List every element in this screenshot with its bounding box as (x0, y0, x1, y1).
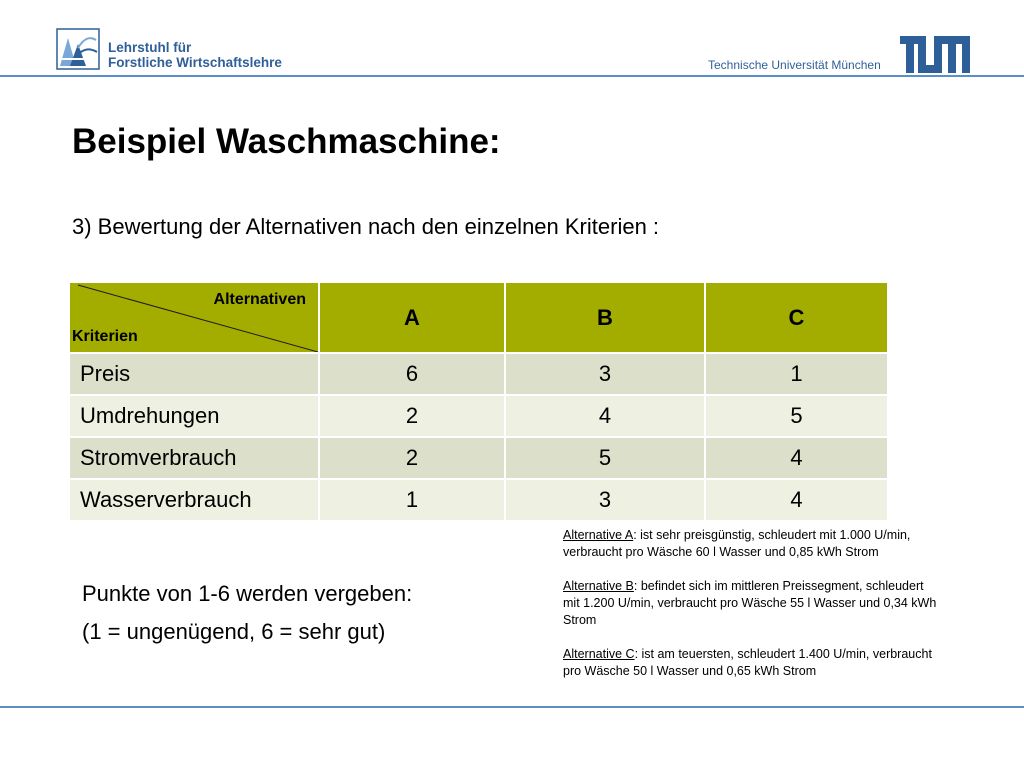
university-name: Technische Universität München (708, 58, 881, 72)
row-label: Stromverbrauch (70, 438, 318, 478)
corner-label-criteria: Kriterien (72, 328, 138, 345)
footer-rule (0, 706, 1024, 708)
note-alternative-b: Alternative B: befindet sich im mittlere… (563, 578, 943, 629)
table-row: Preis 6 3 1 (70, 354, 887, 394)
cell-value: 5 (706, 396, 887, 436)
cell-value: 1 (320, 480, 504, 520)
table-corner-cell: Alternativen Kriterien (70, 283, 318, 352)
header-rule (0, 75, 1024, 77)
corner-label-alternatives: Alternativen (213, 291, 306, 308)
cell-value: 2 (320, 438, 504, 478)
cell-value: 4 (706, 480, 887, 520)
slide-subtitle: 3) Bewertung der Alternativen nach den e… (72, 214, 660, 239)
note-label: Alternative B (563, 579, 634, 593)
cell-value: 3 (506, 354, 704, 394)
chair-logo (56, 28, 100, 70)
tum-logo (900, 36, 970, 73)
chair-name-line1: Lehrstuhl für (108, 40, 192, 55)
cell-value: 4 (706, 438, 887, 478)
table-header-row: Alternativen Kriterien A B C (70, 283, 887, 352)
row-label: Wasserverbrauch (70, 480, 318, 520)
note-text: : befindet sich im mittleren Preissegmen… (563, 579, 937, 627)
chair-name: Lehrstuhl für Forstliche Wirtschaftslehr… (108, 40, 282, 70)
cell-value: 2 (320, 396, 504, 436)
cell-value: 5 (506, 438, 704, 478)
cell-value: 4 (506, 396, 704, 436)
evaluation-table: Alternativen Kriterien A B C Preis 6 3 1… (68, 281, 889, 522)
row-label: Preis (70, 354, 318, 394)
column-header-b: B (506, 283, 704, 352)
slide-title: Beispiel Waschmaschine: (72, 122, 501, 161)
note-alternative-c: Alternative C: ist am teuersten, schleud… (563, 646, 943, 680)
note-alternative-a: Alternative A: ist sehr preisgünstig, sc… (563, 527, 943, 561)
note-label: Alternative A (563, 528, 634, 542)
note-text: : ist sehr preisgünstig, schleudert mit … (563, 528, 911, 559)
points-line-2: (1 = ungenügend, 6 = sehr gut) (82, 619, 386, 644)
corner-diagonal-line (77, 284, 318, 352)
note-text: : ist am teuersten, schleudert 1.400 U/m… (563, 647, 932, 678)
alternative-notes: Alternative A: ist sehr preisgünstig, sc… (563, 527, 943, 697)
cell-value: 3 (506, 480, 704, 520)
points-line-1: Punkte von 1-6 werden vergeben: (82, 581, 413, 606)
note-label: Alternative C (563, 647, 635, 661)
cell-value: 1 (706, 354, 887, 394)
column-header-c: C (706, 283, 887, 352)
column-header-a: A (320, 283, 504, 352)
cell-value: 6 (320, 354, 504, 394)
table-row: Wasserverbrauch 1 3 4 (70, 480, 887, 520)
table-row: Stromverbrauch 2 5 4 (70, 438, 887, 478)
chair-name-line2: Forstliche Wirtschaftslehre (108, 55, 282, 70)
points-explanation: Punkte von 1-6 werden vergeben: (1 = ung… (82, 575, 412, 651)
table-row: Umdrehungen 2 4 5 (70, 396, 887, 436)
row-label: Umdrehungen (70, 396, 318, 436)
